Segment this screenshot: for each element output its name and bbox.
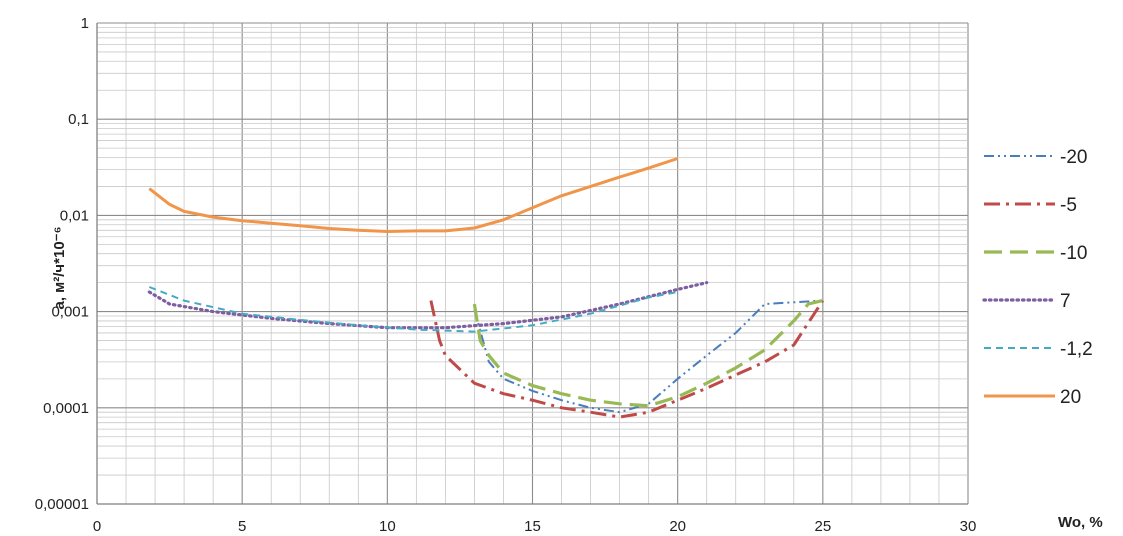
legend-label: -20: [1060, 147, 1087, 168]
legend-label: -5: [1060, 195, 1077, 216]
chart-grid: [96, 22, 969, 505]
series-line: [148, 157, 679, 233]
chart-series: [147, 157, 825, 419]
legend-label: 20: [1060, 387, 1081, 408]
y-tick-label: 0,001: [51, 304, 89, 321]
y-axis-label: a, м²/ч*10⁻⁶: [51, 227, 68, 310]
legend-label: 7: [1060, 291, 1071, 312]
x-tick-label: 25: [814, 518, 831, 535]
y-tick-label: 0,00001: [35, 496, 89, 513]
x-axis-ticks: 0 5 10 15 20 25 30: [93, 518, 977, 535]
y-tick-label: 0,1: [68, 111, 89, 128]
series-group--1,2: [148, 286, 678, 333]
x-axis-label: Wo, %: [1058, 514, 1103, 531]
series-group--20: [473, 299, 823, 414]
series-line: [473, 299, 823, 414]
x-tick-label: 5: [238, 518, 246, 535]
x-tick-label: 20: [669, 518, 686, 535]
x-tick-label: 0: [93, 518, 101, 535]
y-tick-label: 0,0001: [43, 400, 89, 417]
series-group-20: [148, 157, 679, 233]
x-tick-label: 10: [379, 518, 396, 535]
y-tick-label: 0,01: [60, 207, 89, 224]
series-group--10: [472, 299, 824, 408]
series-group--5: [429, 299, 825, 419]
series-line: [147, 281, 709, 330]
x-tick-label: 15: [524, 518, 541, 535]
legend-label: -10: [1060, 243, 1087, 264]
x-tick-label: 30: [960, 518, 977, 535]
series-line: [472, 299, 824, 408]
y-tick-label: 1: [81, 15, 89, 32]
chart-legend: -20 -5 -10 7 -1,2 20: [982, 147, 1093, 408]
y-axis-ticks: 0,00001 0,0001 0,001 0,01 0,1 1: [35, 15, 89, 513]
series-line: [429, 299, 825, 419]
legend-label: -1,2: [1060, 339, 1093, 360]
series-line: [148, 286, 678, 333]
series-group-7: [147, 281, 709, 330]
